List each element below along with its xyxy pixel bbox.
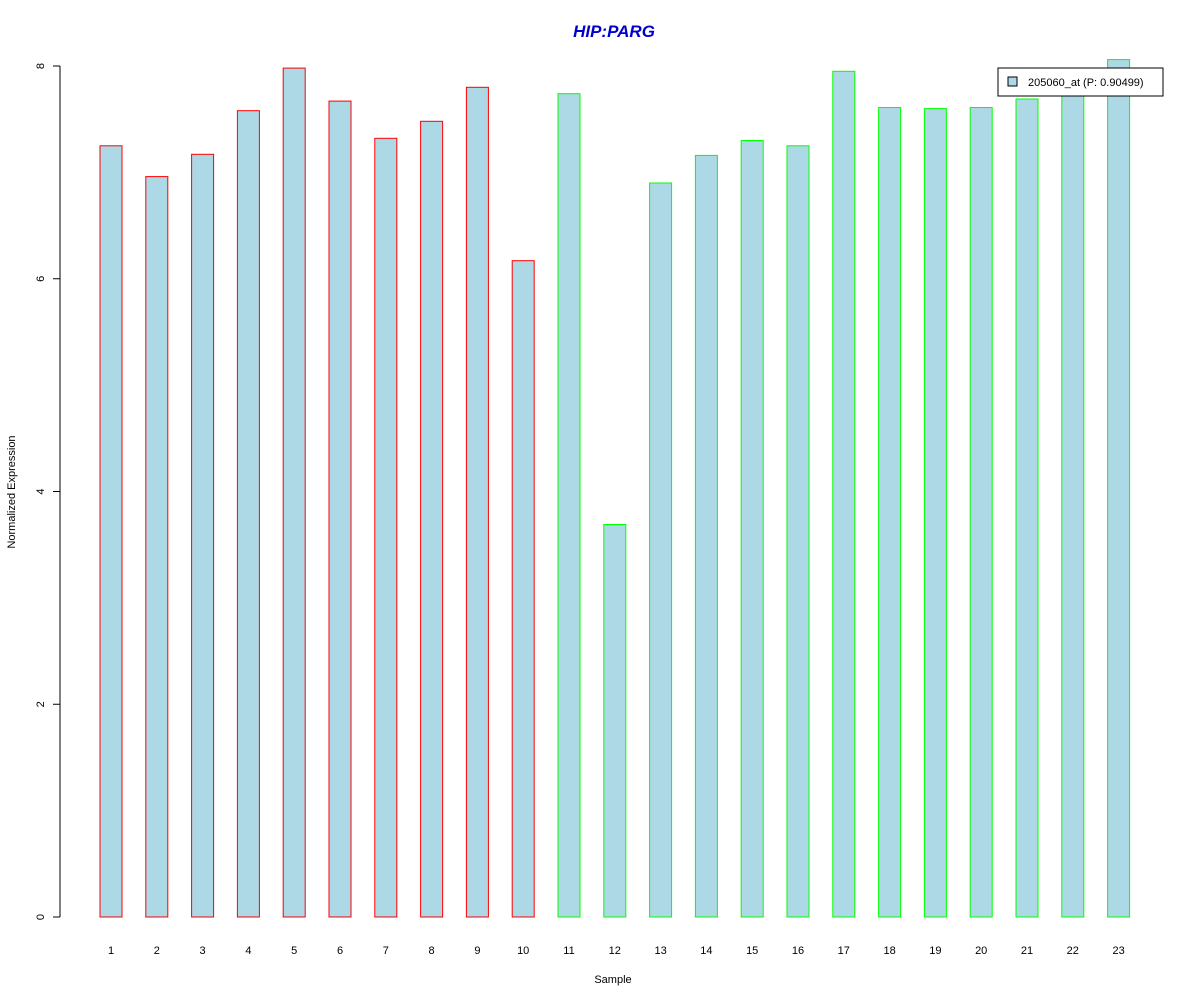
- x-tick-label: 17: [838, 945, 850, 957]
- x-tick-label: 10: [517, 945, 529, 957]
- x-tick-label: 18: [883, 945, 895, 957]
- x-tick-label: 5: [291, 945, 297, 957]
- bar-sample-6: [328, 100, 352, 918]
- bar-sample-5: [282, 67, 306, 918]
- y-tick-label: 2: [35, 701, 47, 707]
- legend-swatch: [1007, 76, 1018, 87]
- bar-sample-13: [649, 182, 673, 918]
- x-tick-label: 21: [1021, 945, 1033, 957]
- chart-title: HIP:PARG: [573, 22, 655, 41]
- x-tick-label: 14: [700, 945, 712, 957]
- bar-sample-17: [832, 70, 856, 918]
- y-tick-label: 8: [35, 63, 47, 69]
- x-tick-label: 3: [200, 945, 206, 957]
- y-tick-label: 6: [35, 276, 47, 282]
- bar-sample-8: [420, 120, 444, 918]
- bar-sample-21: [1015, 98, 1039, 918]
- y-tick-label: 0: [35, 914, 47, 920]
- y-axis: 0 2 4 6 8: [35, 63, 61, 920]
- bar-sample-12: [603, 524, 627, 918]
- x-tick-label: 15: [746, 945, 758, 957]
- bar-sample-10: [511, 260, 535, 918]
- x-tick-label: 1: [108, 945, 114, 957]
- y-tick-label: 4: [35, 488, 47, 494]
- x-tick-labels: 1 2 3 4 5 6 7 8 9 10 11 12 13 14 15 16 17 18 19 20 21 22 23: [108, 945, 1125, 957]
- bar-sample-9: [465, 86, 489, 918]
- x-tick-label: 23: [1112, 945, 1124, 957]
- bar-sample-20: [969, 107, 993, 918]
- bar-sample-11: [557, 93, 581, 918]
- bar-sample-1: [99, 145, 123, 918]
- x-tick-label: 2: [154, 945, 160, 957]
- bar-sample-18: [878, 107, 902, 918]
- bar-sample-16: [786, 145, 810, 918]
- y-axis-label: Normalized Expression: [6, 435, 18, 548]
- bar-sample-4: [236, 110, 260, 918]
- bar-sample-3: [191, 153, 215, 918]
- legend-entry: 205060_at (P: 0.90499): [1028, 77, 1144, 89]
- x-tick-label: 9: [474, 945, 480, 957]
- bar-sample-22: [1061, 88, 1085, 918]
- x-tick-label: 11: [563, 945, 574, 957]
- x-tick-label: 12: [609, 945, 621, 957]
- x-tick-label: 19: [929, 945, 941, 957]
- bar-sample-23: [1107, 59, 1131, 918]
- x-tick-label: 22: [1067, 945, 1079, 957]
- x-tick-label: 7: [383, 945, 389, 957]
- x-tick-label: 4: [245, 945, 251, 957]
- bar-sample-2: [145, 176, 169, 918]
- legend-box: [997, 67, 1164, 97]
- x-tick-label: 6: [337, 945, 343, 957]
- bar-sample-19: [923, 108, 947, 918]
- bar-sample-14: [694, 154, 718, 918]
- x-tick-label: 20: [975, 945, 987, 957]
- x-tick-label: 13: [654, 945, 666, 957]
- bar-sample-15: [740, 140, 764, 918]
- bars-group: [99, 59, 1131, 918]
- x-axis-label: Sample: [594, 974, 631, 986]
- x-tick-label: 8: [429, 945, 435, 957]
- legend: 205060_at (P: 0.90499): [997, 67, 1164, 97]
- bar-sample-7: [374, 137, 398, 918]
- x-tick-label: 16: [792, 945, 804, 957]
